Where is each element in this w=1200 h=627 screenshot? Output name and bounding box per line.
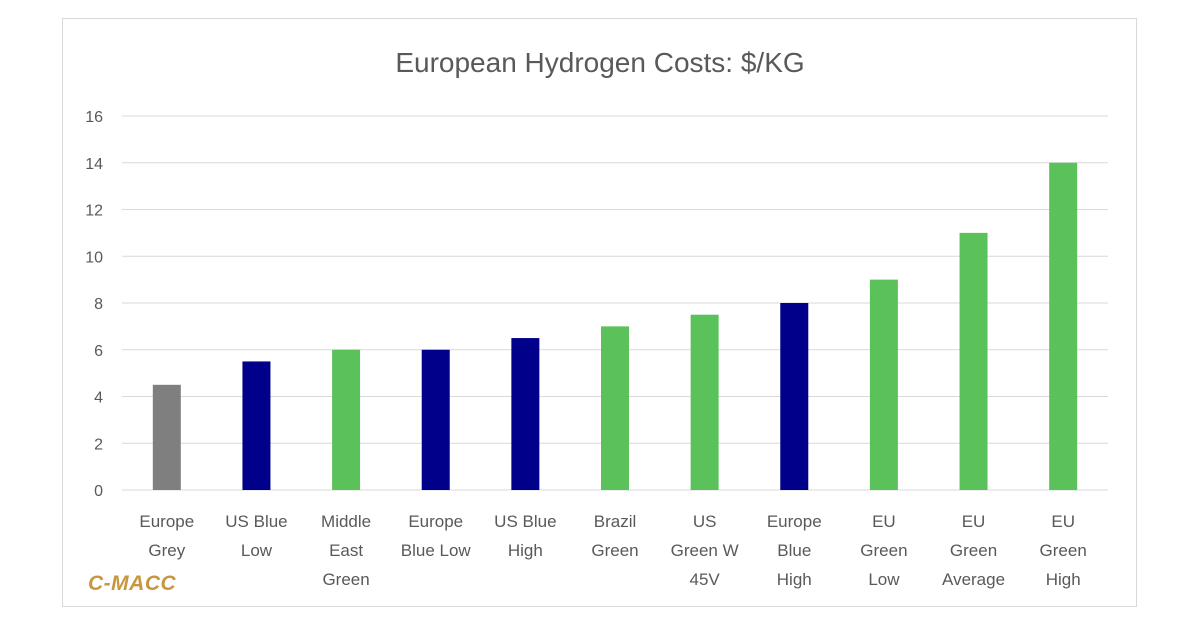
x-category-label-line: Green [1040, 541, 1087, 560]
x-category-label-line: High [508, 541, 543, 560]
x-category-label-line: Europe [139, 512, 194, 531]
x-category-label-line: Low [868, 570, 900, 589]
x-category-label: EU Green Average [942, 512, 1005, 589]
bar-7 [780, 303, 809, 490]
x-category-label-line: Blue Low [401, 541, 472, 560]
bar-1 [242, 361, 271, 490]
x-category-label: Middle East Green [321, 512, 371, 589]
bar-6 [690, 314, 719, 490]
y-tick-label: 10 [85, 249, 103, 266]
x-category-label-line: Green [322, 570, 369, 589]
bar-2 [332, 349, 361, 490]
x-category-label: Europe Grey [139, 512, 194, 560]
x-category-label-line: Europe [408, 512, 463, 531]
bars [152, 162, 1078, 490]
y-tick-label: 14 [85, 156, 103, 173]
bar-8 [869, 279, 898, 490]
x-category-label-line: Green [950, 541, 997, 560]
x-axis-categories: Europe Grey US Blue Low Middle East Green Europ… [139, 512, 1086, 589]
y-tick-label: 16 [85, 109, 103, 126]
y-tick-label: 0 [94, 483, 103, 500]
x-category-label-line: East [329, 541, 363, 560]
y-tick-label: 8 [94, 296, 103, 313]
bar-4 [511, 338, 540, 490]
x-category-label-line: Green [860, 541, 907, 560]
bar-3 [421, 349, 450, 490]
x-category-label: Brazil Green [591, 512, 638, 560]
x-category-label: US Blue High [494, 512, 556, 560]
bar-10 [1049, 162, 1078, 490]
y-tick-label: 4 [94, 390, 103, 407]
x-category-label-line: Blue [777, 541, 811, 560]
x-category-label: US Blue Low [225, 512, 287, 560]
x-category-label-line: Green W [671, 541, 739, 560]
x-category-label-line: EU [1051, 512, 1075, 531]
x-category-label-line: EU [872, 512, 896, 531]
x-category-label-line: US Blue [494, 512, 556, 531]
gridlines [122, 115, 1108, 491]
bar-0 [152, 384, 181, 490]
x-category-label-line: US Blue [225, 512, 287, 531]
x-category-label-line: EU [962, 512, 986, 531]
bar-5 [601, 326, 629, 490]
x-category-label-line: Europe [767, 512, 822, 531]
y-axis-ticks: 0 2 4 6 8 10 12 14 16 [85, 109, 103, 500]
x-category-label-line: Average [942, 570, 1005, 589]
x-category-label: EU Green Low [860, 512, 907, 589]
x-category-label-line: High [777, 570, 812, 589]
y-tick-label: 2 [94, 436, 103, 453]
bar-9 [959, 232, 988, 490]
y-tick-label: 12 [85, 203, 103, 220]
x-category-label: Europe Blue High [767, 512, 822, 589]
x-category-label-line: Low [241, 541, 273, 560]
chart-title: European Hydrogen Costs: $/KG [395, 47, 804, 78]
x-category-label-line: Middle [321, 512, 371, 531]
x-category-label: Europe Blue Low [401, 512, 472, 560]
x-category-label: US Green W 45V [671, 512, 739, 589]
x-category-label-line: US [693, 512, 717, 531]
x-category-label-line: Green [591, 541, 638, 560]
x-category-label-line: Brazil [594, 512, 637, 531]
cmacc-logo: C-MACC [88, 572, 177, 595]
y-tick-label: 6 [94, 343, 103, 360]
x-category-label-line: Grey [148, 541, 185, 560]
x-category-label: EU Green High [1040, 512, 1087, 589]
x-category-label-line: 45V [690, 570, 721, 589]
x-category-label-line: High [1046, 570, 1081, 589]
